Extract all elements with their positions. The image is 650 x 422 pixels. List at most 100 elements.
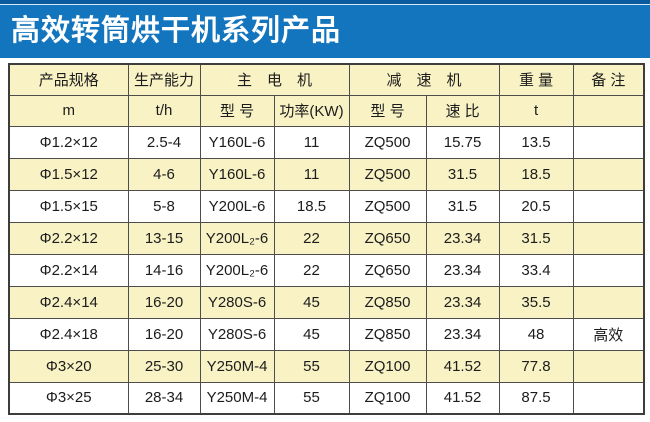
table-cell: 4-6 xyxy=(127,157,201,191)
page-title: 高效转筒烘干机系列产品 xyxy=(11,15,342,47)
table-cell: 13.5 xyxy=(498,125,574,159)
table-row: Φ1.2×12 2.5-4 Y160L-6 11 ZQ500 15.75 13.5 xyxy=(8,125,645,159)
table-cell: ZQ650 xyxy=(348,253,427,287)
spec-table: 产品规格 生产能力 主 电 机 减 速 机 重 量 备 注 m t/h 型 号 … xyxy=(8,63,646,415)
table-cell: 23.34 xyxy=(425,317,500,351)
table-cell: Y200L₂-6 xyxy=(199,221,275,255)
table-row: Φ2.2×12 13-15 Y200L₂-6 22 ZQ650 23.34 31.5 xyxy=(8,221,645,255)
table-row: Φ2.4×18 16-20 Y280S-6 45 ZQ850 23.34 48 高效 xyxy=(8,317,645,351)
table-cell: 11 xyxy=(273,125,350,159)
table-cell: ZQ100 xyxy=(348,381,427,415)
table-cell xyxy=(572,253,645,287)
title-banner: 高效转筒烘干机系列产品 xyxy=(0,0,650,58)
table-cell: Y250M-4 xyxy=(199,381,275,415)
table-cell: 22 xyxy=(273,221,350,255)
table-cell: Φ2.4×14 xyxy=(8,285,129,319)
header-row-top: 产品规格 生产能力 主 电 机 减 速 机 重 量 备 注 xyxy=(8,63,645,96)
table-cell: 55 xyxy=(273,381,350,415)
table-cell xyxy=(572,285,645,319)
table-cell: 87.5 xyxy=(498,381,574,415)
table-cell xyxy=(572,125,645,159)
table-cell: 5-8 xyxy=(127,189,201,223)
table-cell xyxy=(572,157,645,191)
table-cell: Φ1.5×12 xyxy=(8,157,129,191)
table-cell: 45 xyxy=(273,317,350,351)
column-subheader-speed-ratio: 速 比 xyxy=(425,94,500,127)
table-cell: ZQ850 xyxy=(348,285,427,319)
table-cell: 23.34 xyxy=(425,221,500,255)
column-header-capacity: 生产能力 xyxy=(127,63,201,96)
table-cell: 31.5 xyxy=(425,157,500,191)
column-subheader-motor-model: 型 号 xyxy=(199,94,275,127)
table-body: Φ1.2×12 2.5-4 Y160L-6 11 ZQ500 15.75 13.5 Φ1.5×… xyxy=(8,125,645,415)
table-cell: Y200L₂-6 xyxy=(199,253,275,287)
header-row-sub: m t/h 型 号 功率(KW) 型 号 速 比 t xyxy=(8,94,645,127)
table-cell: 31.5 xyxy=(425,189,500,223)
table-cell: 77.8 xyxy=(498,349,574,383)
table-row: Φ1.5×12 4-6 Y160L-6 11 ZQ500 31.5 18.5 xyxy=(8,157,645,191)
table-cell: Φ1.2×12 xyxy=(8,125,129,159)
table-cell: 14-16 xyxy=(127,253,201,287)
table-cell: 23.34 xyxy=(425,285,500,319)
table-cell: 高效 xyxy=(572,317,645,351)
column-subheader-remark-empty xyxy=(572,94,645,127)
table-cell: 41.52 xyxy=(425,349,500,383)
column-header-weight: 重 量 xyxy=(498,63,574,96)
table-cell: Y160L-6 xyxy=(199,157,275,191)
table-cell: 35.5 xyxy=(498,285,574,319)
table-cell: ZQ650 xyxy=(348,221,427,255)
column-header-spec: 产品规格 xyxy=(8,63,129,96)
table-cell: ZQ500 xyxy=(348,125,427,159)
table-cell: Y250M-4 xyxy=(199,349,275,383)
column-subheader-motor-power: 功率(KW) xyxy=(273,94,350,127)
table-cell: 23.34 xyxy=(425,253,500,287)
table-cell: Φ2.4×18 xyxy=(8,317,129,351)
table-row: Φ1.5×15 5-8 Y200L-6 18.5 ZQ500 31.5 20.5 xyxy=(8,189,645,223)
table-cell: 33.4 xyxy=(498,253,574,287)
column-header-main-motor: 主 电 机 xyxy=(199,63,350,96)
table-cell: 28-34 xyxy=(127,381,201,415)
table-cell: Φ3×25 xyxy=(8,381,129,415)
table-cell: ZQ500 xyxy=(348,189,427,223)
table-cell: ZQ500 xyxy=(348,157,427,191)
table-cell: Y280S-6 xyxy=(199,285,275,319)
table-cell: 18.5 xyxy=(273,189,350,223)
table-row: Φ3×25 28-34 Y250M-4 55 ZQ100 41.52 87.5 xyxy=(8,381,645,415)
table-cell: 25-30 xyxy=(127,349,201,383)
table-cell xyxy=(572,349,645,383)
table-cell: 31.5 xyxy=(498,221,574,255)
table-cell: 2.5-4 xyxy=(127,125,201,159)
table-cell xyxy=(572,221,645,255)
column-subheader-unit-t: t xyxy=(498,94,574,127)
column-subheader-unit-th: t/h xyxy=(127,94,201,127)
table-row: Φ2.4×14 16-20 Y280S-6 45 ZQ850 23.34 35.5 xyxy=(8,285,645,319)
table-cell: 16-20 xyxy=(127,285,201,319)
table-cell: Y200L-6 xyxy=(199,189,275,223)
table-cell: Φ2.2×12 xyxy=(8,221,129,255)
table-cell: ZQ850 xyxy=(348,317,427,351)
table-row: Φ2.2×14 14-16 Y200L₂-6 22 ZQ650 23.34 33.4 xyxy=(8,253,645,287)
table-cell: 11 xyxy=(273,157,350,191)
table-cell: 41.52 xyxy=(425,381,500,415)
table-cell: Φ1.5×15 xyxy=(8,189,129,223)
table-cell: 48 xyxy=(498,317,574,351)
table-row: Φ3×20 25-30 Y250M-4 55 ZQ100 41.52 77.8 xyxy=(8,349,645,383)
table-header: 产品规格 生产能力 主 电 机 减 速 机 重 量 备 注 m t/h 型 号 … xyxy=(8,63,645,127)
table-cell: Y280S-6 xyxy=(199,317,275,351)
column-header-remark: 备 注 xyxy=(572,63,645,96)
table-cell: 55 xyxy=(273,349,350,383)
banner-background: 高效转筒烘干机系列产品 xyxy=(0,5,650,58)
table-cell: 13-15 xyxy=(127,221,201,255)
column-subheader-reducer-model: 型 号 xyxy=(348,94,427,127)
banner-top-stripe xyxy=(0,0,650,5)
table-cell: 16-20 xyxy=(127,317,201,351)
table-cell: Φ2.2×14 xyxy=(8,253,129,287)
table-cell: Y160L-6 xyxy=(199,125,275,159)
table-cell: 22 xyxy=(273,253,350,287)
table-cell: 15.75 xyxy=(425,125,500,159)
table-cell: 45 xyxy=(273,285,350,319)
table-cell: 20.5 xyxy=(498,189,574,223)
table-cell: Φ3×20 xyxy=(8,349,129,383)
column-subheader-unit-m: m xyxy=(8,94,129,127)
table-cell xyxy=(572,189,645,223)
